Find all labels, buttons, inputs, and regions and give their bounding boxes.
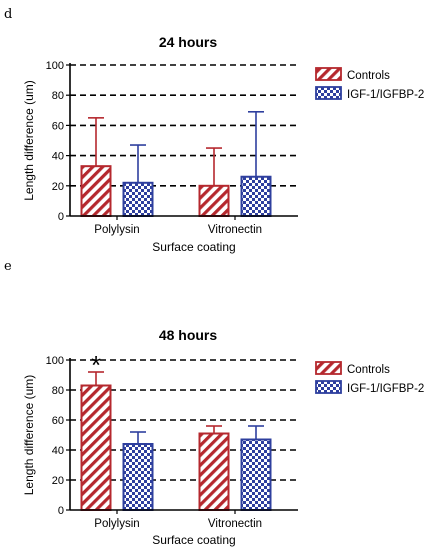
bar: [198, 432, 230, 511]
y-tick-label: 80: [52, 385, 64, 397]
panel-letter-d: d: [4, 7, 12, 22]
x-tick-label: Polylysin: [94, 518, 139, 530]
y-axis-label: Length difference (um): [22, 80, 36, 201]
y-tick-label: 0: [58, 505, 64, 517]
bar: [122, 443, 154, 511]
chart-48-hours: 48 hours 0 20 40 60 80 100 Polylysin Vitronectin…: [22, 327, 424, 547]
x-tick-label: Vitronectin: [208, 518, 262, 530]
bar: [240, 175, 272, 218]
legend-swatch: [315, 67, 342, 81]
y-tick-label: 100: [46, 355, 64, 367]
chart-title: 24 hours: [159, 34, 218, 50]
y-tick-label: 0: [58, 211, 64, 223]
y-tick-label: 60: [52, 415, 64, 427]
y-tick-label: 60: [52, 120, 64, 132]
bar: [240, 438, 272, 511]
legend-swatch: [315, 361, 342, 375]
legend-label: IGF-1/IGFBP-2: [347, 383, 424, 395]
x-axis-label: Surface coating: [152, 240, 235, 254]
legend-swatch: [315, 86, 342, 100]
legend-label: IGF-1/IGFBP-2: [347, 89, 424, 101]
x-axis-label: Surface coating: [152, 533, 235, 547]
y-axis-label: Length difference (um): [22, 375, 36, 496]
legend-swatch: [315, 380, 342, 394]
bar: [122, 181, 154, 217]
bar: [80, 165, 112, 217]
legend-label: Controls: [347, 364, 390, 376]
y-tick-label: 100: [46, 60, 64, 72]
y-tick-label: 40: [52, 151, 64, 163]
bar: [80, 384, 112, 511]
bar: [198, 184, 230, 218]
y-tick-label: 40: [52, 445, 64, 457]
x-tick-label: Polylysin: [94, 224, 139, 236]
chart-24-hours: 24 hours 0 20 40 60 80 100 Polylysin Vitronectin…: [22, 34, 424, 254]
y-tick-label: 80: [52, 90, 64, 102]
chart-title: 48 hours: [159, 327, 218, 343]
legend-label: Controls: [347, 70, 390, 82]
panel-letter-e: e: [4, 259, 12, 274]
y-tick-label: 20: [52, 181, 64, 193]
x-tick-label: Vitronectin: [208, 224, 262, 236]
y-tick-label: 20: [52, 475, 64, 487]
significance-marker: *: [91, 350, 101, 380]
